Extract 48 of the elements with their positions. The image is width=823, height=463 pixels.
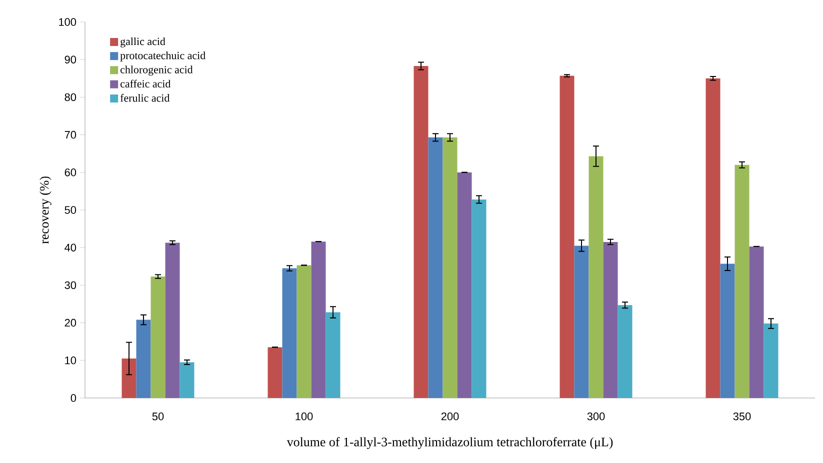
y-tick-label: 40 (64, 244, 76, 252)
bar (618, 305, 632, 398)
legend-label: caffeic acid (120, 80, 171, 88)
bar (165, 242, 180, 398)
bar (560, 76, 574, 398)
x-axis-title: volume of 1-allyl-3-methylimidazolium tetrachloroferrate (μL) (286, 437, 613, 450)
bar (150, 276, 166, 398)
y-axis-title: recovery (%) (40, 176, 52, 244)
bar (749, 246, 764, 398)
y-tick-label: 100 (59, 18, 76, 26)
x-tick-label: 100 (296, 412, 313, 420)
bar (472, 199, 486, 398)
legend-label: protocatechuic acid (120, 52, 206, 62)
bar (296, 265, 312, 398)
legend-label: chlorogenic acid (120, 66, 193, 76)
bar (428, 137, 443, 398)
y-tick-label: 80 (64, 93, 76, 102)
bar (734, 164, 750, 398)
bar (136, 320, 151, 398)
bar (574, 246, 589, 398)
bar (311, 242, 326, 398)
bar (603, 242, 618, 398)
bar (764, 324, 778, 398)
bar (588, 156, 604, 398)
bar (268, 347, 282, 398)
y-tick-label: 60 (64, 168, 76, 176)
bar (122, 358, 136, 398)
y-tick-label: 0 (70, 394, 76, 402)
y-tick-label: 70 (64, 130, 76, 139)
bar (457, 172, 472, 398)
y-tick-label: 10 (65, 356, 76, 364)
x-tick-label: 200 (441, 412, 459, 420)
y-tick-label: 50 (64, 206, 76, 214)
x-tick-label: 50 (152, 412, 164, 420)
bar (414, 66, 428, 398)
bar (326, 312, 340, 398)
y-tick-label: 20 (64, 318, 76, 327)
y-tick-label: 30 (64, 281, 76, 290)
legend-label: ferulic acid (120, 94, 170, 102)
bar (706, 78, 720, 398)
bar (180, 362, 194, 398)
bar (442, 137, 458, 398)
bar (282, 268, 297, 398)
bar (720, 264, 735, 398)
x-tick-label: 350 (733, 412, 751, 420)
x-tick-label: 300 (587, 412, 605, 420)
legend-label: gallic acid (120, 37, 166, 48)
y-tick-label: 90 (64, 56, 76, 64)
